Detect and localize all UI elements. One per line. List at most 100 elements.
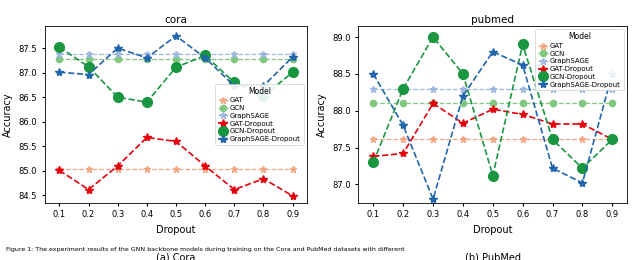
GraphSAGE-Dropout — [202, 56, 209, 60]
GCN-Dropout — [202, 54, 209, 57]
GCN-Dropout — [289, 71, 296, 74]
GAT — [399, 138, 407, 141]
GCN — [399, 101, 407, 104]
GCN — [459, 101, 467, 104]
GraphSAGE-Dropout — [399, 124, 407, 127]
GraphSAGE — [429, 87, 437, 90]
GCN — [519, 101, 527, 104]
GAT — [202, 168, 209, 171]
GraphSAGE-Dropout — [519, 63, 527, 67]
GAT — [289, 168, 296, 171]
GraphSAGE — [172, 53, 180, 56]
GraphSAGE-Dropout — [84, 73, 92, 76]
GraphSAGE-Dropout — [548, 167, 556, 170]
Text: Figure 1: The experiment results of the GNN backbone models during training on t: Figure 1: The experiment results of the … — [6, 247, 405, 252]
GraphSAGE — [260, 53, 268, 56]
GAT — [230, 168, 238, 171]
GraphSAGE — [56, 53, 63, 56]
Line: GraphSAGE-Dropout: GraphSAGE-Dropout — [55, 32, 297, 90]
GCN-Dropout — [260, 95, 268, 98]
GCN — [289, 57, 296, 61]
GCN — [56, 57, 63, 61]
GAT-Dropout — [114, 164, 122, 167]
GCN-Dropout — [172, 66, 180, 69]
GAT — [84, 168, 92, 171]
GCN — [114, 57, 122, 61]
GCN — [202, 57, 209, 61]
GraphSAGE — [548, 87, 556, 90]
GraphSAGE-Dropout — [172, 34, 180, 37]
GAT — [260, 168, 268, 171]
GraphSAGE-Dropout — [56, 71, 63, 74]
GraphSAGE — [84, 53, 92, 56]
GAT-Dropout — [172, 140, 180, 143]
GraphSAGE — [579, 87, 586, 90]
Y-axis label: Accuracy: Accuracy — [317, 92, 326, 137]
GCN — [260, 57, 268, 61]
GraphSAGE — [289, 53, 296, 56]
GCN — [172, 57, 180, 61]
Line: GraphSAGE-Dropout: GraphSAGE-Dropout — [369, 48, 616, 203]
GAT-Dropout — [369, 155, 377, 158]
Line: GAT-Dropout: GAT-Dropout — [55, 133, 297, 200]
GAT-Dropout — [260, 177, 268, 180]
GCN-Dropout — [548, 138, 556, 141]
GCN — [429, 101, 437, 104]
GraphSAGE — [399, 87, 407, 90]
Line: GAT-Dropout: GAT-Dropout — [369, 99, 616, 161]
GAT-Dropout — [230, 188, 238, 191]
GCN — [609, 101, 616, 104]
GAT-Dropout — [202, 164, 209, 167]
GraphSAGE-Dropout — [260, 84, 268, 87]
GCN — [489, 101, 497, 104]
GCN — [230, 57, 238, 61]
GAT — [429, 138, 437, 141]
Line: GCN-Dropout: GCN-Dropout — [54, 42, 298, 107]
GCN — [579, 101, 586, 104]
GCN-Dropout — [369, 161, 377, 164]
GraphSAGE — [143, 53, 150, 56]
GCN-Dropout — [230, 81, 238, 84]
Y-axis label: Accuracy: Accuracy — [3, 92, 13, 137]
GAT-Dropout — [519, 113, 527, 116]
Line: GraphSAGE: GraphSAGE — [56, 51, 296, 57]
GraphSAGE-Dropout — [289, 55, 296, 58]
Legend: GAT, GCN, GraphSAGE, GAT-Dropout, GCN-Dropout, GraphSAGE-Dropout: GAT, GCN, GraphSAGE, GAT-Dropout, GCN-Dr… — [536, 29, 624, 90]
GCN — [369, 101, 377, 104]
GraphSAGE — [114, 53, 122, 56]
Legend: GAT, GCN, GraphSAGE, GAT-Dropout, GCN-Dropout, GraphSAGE-Dropout: GAT, GCN, GraphSAGE, GAT-Dropout, GCN-Dr… — [216, 84, 304, 145]
Line: GCN: GCN — [56, 56, 296, 62]
Line: GCN-Dropout: GCN-Dropout — [369, 32, 617, 180]
Line: GCN: GCN — [370, 100, 616, 106]
GraphSAGE-Dropout — [609, 72, 616, 75]
GAT — [609, 138, 616, 141]
GAT-Dropout — [489, 108, 497, 111]
GCN-Dropout — [459, 72, 467, 75]
GraphSAGE — [230, 53, 238, 56]
GAT — [369, 138, 377, 141]
GAT-Dropout — [579, 122, 586, 126]
Line: GAT: GAT — [56, 166, 296, 173]
GAT — [579, 138, 586, 141]
GAT — [172, 168, 180, 171]
GCN-Dropout — [429, 36, 437, 39]
GraphSAGE-Dropout — [489, 50, 497, 53]
GCN-Dropout — [519, 43, 527, 46]
GAT-Dropout — [548, 122, 556, 126]
GAT — [459, 138, 467, 141]
GCN-Dropout — [399, 87, 407, 90]
GraphSAGE-Dropout — [369, 72, 377, 75]
GAT — [114, 168, 122, 171]
GCN-Dropout — [489, 174, 497, 177]
GraphSAGE-Dropout — [459, 94, 467, 98]
Title: pubmed: pubmed — [471, 15, 515, 25]
GAT-Dropout — [84, 188, 92, 191]
GCN-Dropout — [143, 101, 150, 104]
Title: cora: cora — [164, 15, 188, 25]
GAT-Dropout — [429, 102, 437, 105]
GCN-Dropout — [609, 138, 616, 141]
GAT — [519, 138, 527, 141]
GraphSAGE-Dropout — [114, 47, 122, 50]
GraphSAGE-Dropout — [429, 198, 437, 201]
GCN — [84, 57, 92, 61]
